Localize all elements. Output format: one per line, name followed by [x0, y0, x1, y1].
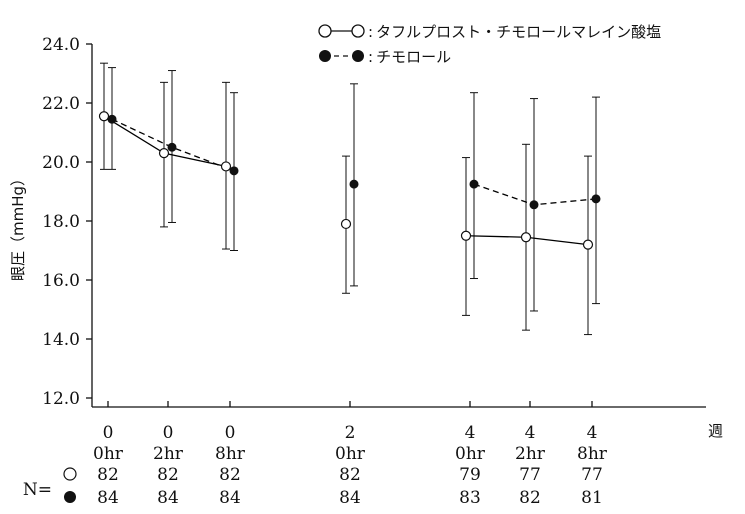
n-table: N= 82 82 82 82 79 77 77 84 84 84 84 83 82 81 — [23, 465, 603, 508]
data-points — [98, 111, 601, 250]
legend: : タフルプロスト・チモロールマレイン酸塩 : チモロール — [318, 23, 661, 66]
x-tick-label-time: 8hr — [577, 444, 608, 464]
n-label: N= — [23, 480, 52, 500]
n-value: 84 — [339, 488, 361, 508]
x-tick-label-week: 0 — [163, 423, 174, 443]
x-tick-label-week: 4 — [587, 423, 598, 443]
data-point-open — [582, 239, 594, 250]
x-tick-label-week: 4 — [525, 423, 536, 443]
n-value: 82 — [219, 465, 241, 485]
legend-marker-open-right — [351, 24, 365, 38]
n-value: 82 — [339, 465, 361, 485]
data-point-open — [520, 232, 532, 243]
legend-marker-filled-right — [352, 50, 364, 62]
x-tick-label-time: 0hr — [455, 444, 486, 464]
legend-marker-open-left — [318, 24, 332, 38]
x-tick-label-time: 0hr — [93, 444, 124, 464]
data-point-open — [220, 161, 232, 172]
x-tick-label-time: 2hr — [153, 444, 184, 464]
data-point-filled — [469, 179, 479, 189]
x-tick-label-week: 0 — [225, 423, 236, 443]
data-point-open — [460, 230, 472, 241]
data-point-filled — [107, 114, 117, 124]
x-tick-label-week: 0 — [103, 423, 114, 443]
y-tick-label: 22.0 — [42, 94, 80, 114]
data-point-filled — [167, 142, 177, 152]
x-tick-label-week: 2 — [345, 423, 356, 443]
n-value: 83 — [459, 488, 481, 508]
legend-marker-filled-left — [319, 50, 331, 62]
n-value: 79 — [459, 465, 481, 485]
n-value: 84 — [157, 488, 179, 508]
data-point-open — [98, 111, 110, 122]
data-point-filled — [229, 166, 239, 176]
y-ticks: 12.0 14.0 16.0 18.0 20.0 22.0 24.0 — [42, 35, 92, 409]
data-point-open — [158, 148, 170, 159]
x-tick-label-time: 0hr — [335, 444, 366, 464]
x-tick-label-time: 2hr — [515, 444, 546, 464]
n-value: 82 — [97, 465, 119, 485]
y-tick-label: 12.0 — [42, 389, 80, 409]
data-point-filled — [529, 200, 539, 210]
series-line-1 — [111, 118, 235, 172]
y-tick-label: 20.0 — [42, 153, 80, 173]
y-tick-label: 24.0 — [42, 35, 80, 55]
y-tick-label: 16.0 — [42, 271, 80, 291]
n-value: 77 — [581, 465, 603, 485]
y-tick-label: 14.0 — [42, 330, 80, 350]
y-tick-label: 18.0 — [42, 212, 80, 232]
n-value: 81 — [581, 488, 603, 508]
x-tick-label-time: 8hr — [215, 444, 246, 464]
error-bars — [100, 62, 600, 336]
n-marker-open — [63, 467, 77, 481]
n-value: 77 — [519, 465, 541, 485]
data-point-filled — [349, 179, 359, 189]
x-tick-label-week: 4 — [465, 423, 476, 443]
x-axis-unit-label: 週 — [708, 422, 723, 440]
n-value: 84 — [97, 488, 119, 508]
n-value: 84 — [219, 488, 241, 508]
y-axis-label: 眼圧（mmHg） — [9, 171, 27, 281]
data-point-open — [340, 218, 352, 230]
axes: 12.014.016.018.020.022.024.0 00hr02hr08h… — [42, 35, 706, 464]
n-value: 82 — [519, 488, 541, 508]
data-point-filled — [591, 194, 601, 204]
legend-label-series-0: : タフルプロスト・チモロールマレイン酸塩 — [368, 23, 661, 41]
n-marker-filled — [64, 491, 76, 503]
n-value: 82 — [157, 465, 179, 485]
legend-label-series-1: : チモロール — [368, 48, 451, 66]
